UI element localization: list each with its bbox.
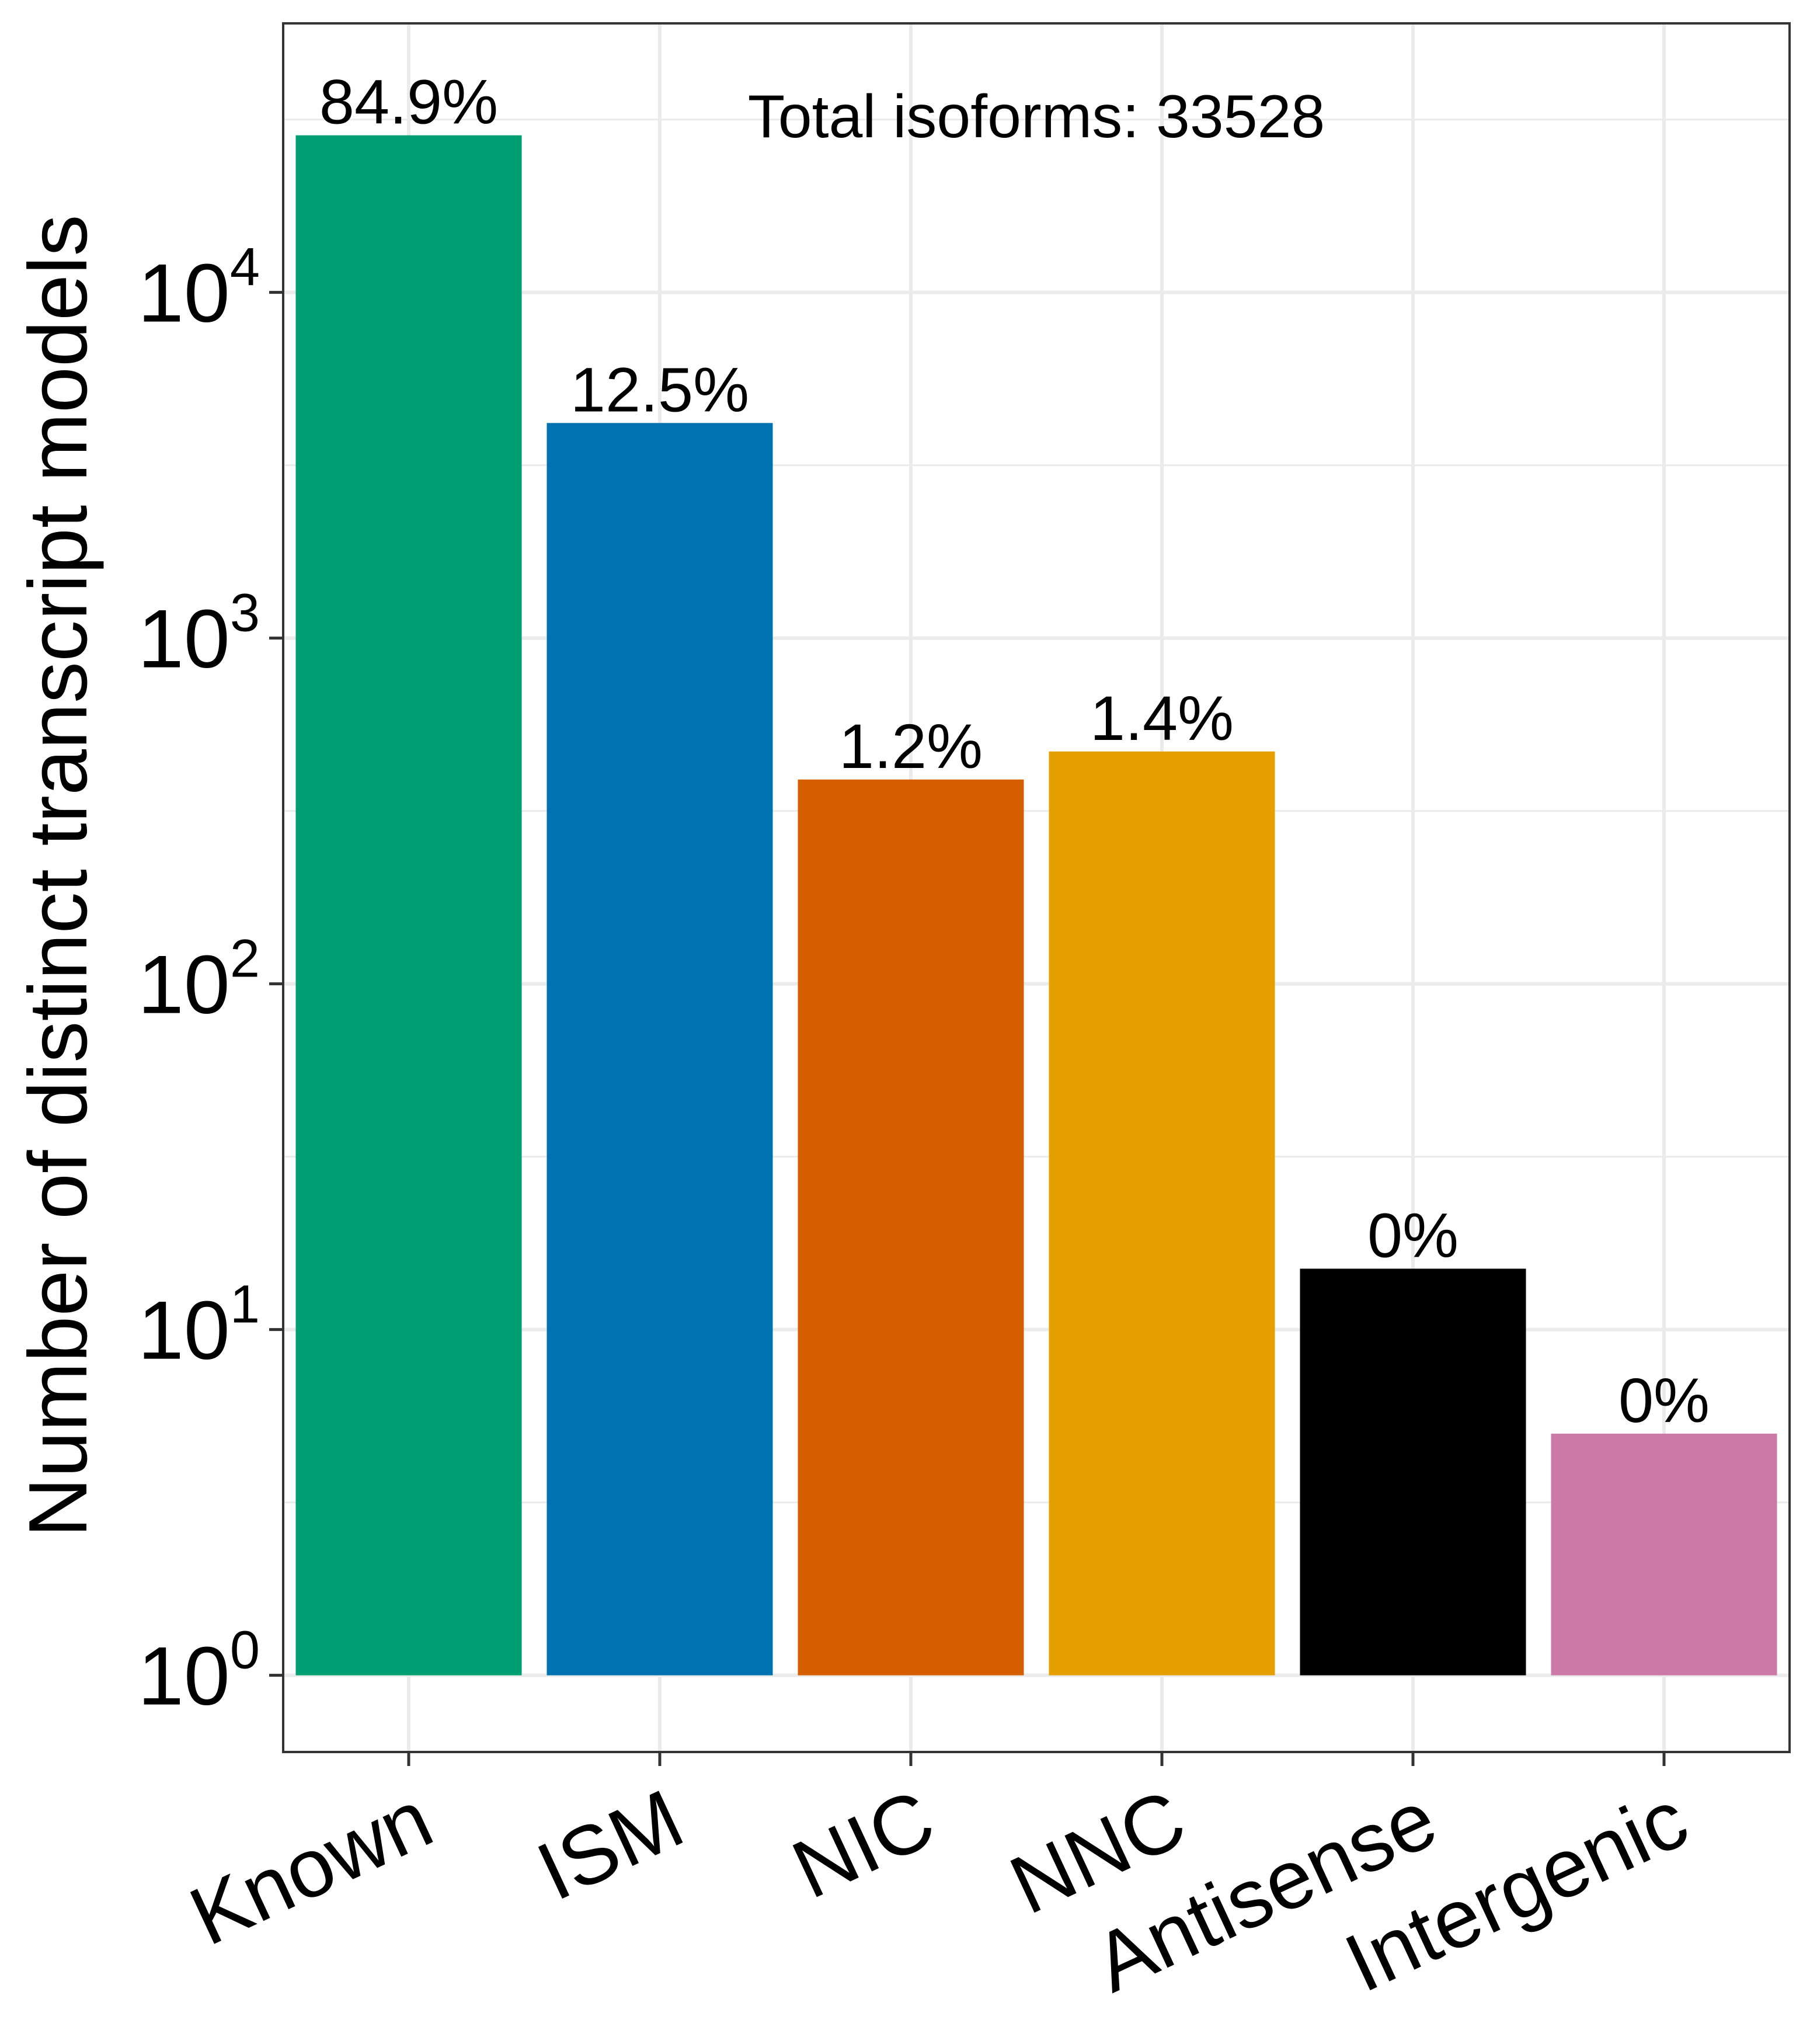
- total-isoforms-annotation: Total isoforms: 33528: [748, 83, 1325, 151]
- plot-panel-border: [282, 22, 1791, 1753]
- bars: [295, 135, 1777, 1675]
- data-label-nic: 1.2%: [839, 711, 983, 781]
- bar-nnc: [1049, 751, 1275, 1675]
- bar-known: [295, 135, 522, 1675]
- y-tick-label: 102: [138, 929, 260, 1031]
- bar-antisense: [1300, 1268, 1526, 1675]
- y-axis-label: Number of distinct transcript models: [12, 215, 105, 1538]
- y-tick-label: 101: [138, 1275, 260, 1377]
- data-label-antisense: 0%: [1367, 1200, 1459, 1270]
- bar-intergenic: [1551, 1433, 1777, 1675]
- bar-nic: [798, 779, 1024, 1675]
- y-tick-label: 100: [138, 1621, 260, 1723]
- data-label-intergenic: 0%: [1618, 1365, 1710, 1435]
- data-label-known: 84.9%: [319, 67, 498, 137]
- y-tick-label: 103: [138, 583, 260, 686]
- y-axis: 100 101 102 103 104: [138, 238, 283, 1723]
- data-label-ism: 12.5%: [570, 354, 749, 425]
- bar-ism: [547, 423, 773, 1675]
- y-tick-label: 104: [138, 238, 260, 340]
- data-labels: 84.9% 12.5% 1.2% 1.4% 0% 0%: [319, 67, 1710, 1435]
- data-label-nnc: 1.4%: [1090, 683, 1234, 753]
